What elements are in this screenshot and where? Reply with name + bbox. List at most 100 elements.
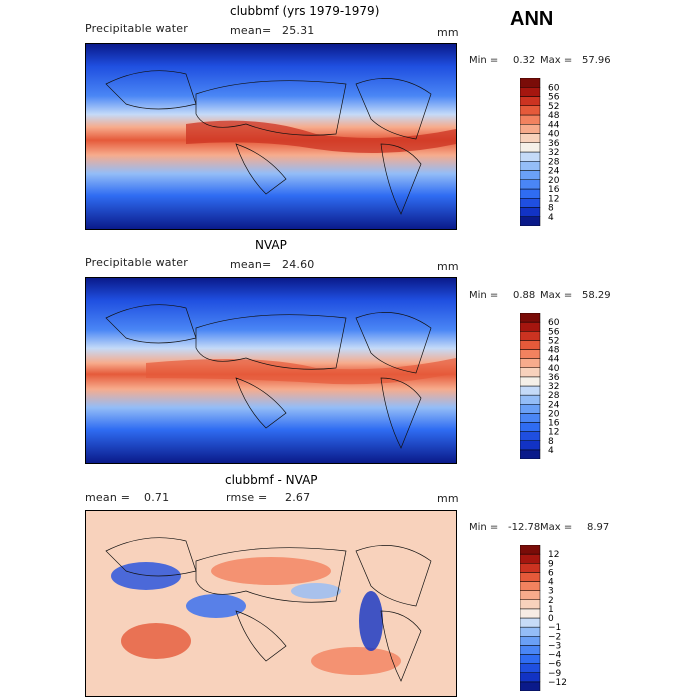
colorbar-tick-label: 60 [548,318,560,328]
colorbar-swatch [519,385,541,396]
colorbar-tick-label: −3 [548,641,561,651]
panel1-mean-value: 25.31 [282,24,315,37]
colorbar-tick-label: 60 [548,83,560,93]
colorbar-swatch [519,563,541,573]
colorbar-tick-label: 48 [548,346,560,356]
colorbar-swatch [519,654,541,664]
panel2-units: mm [437,260,459,273]
colorbar-swatch [519,114,541,125]
colorbar-tick-label: 48 [548,111,560,121]
colorbar-swatch [519,440,541,451]
colorbar-tick-label: 4 [548,213,554,223]
colorbar-swatch [519,179,541,190]
colorbar-swatch [519,413,541,423]
panel1-max-value: 57.96 [582,55,611,66]
colorbar-tick-label: 36 [548,139,560,149]
panel1-max-label: Max = [540,55,573,66]
panel1-min-value: 0.32 [513,55,536,66]
colorbar-tick-label: 20 [548,176,560,186]
colorbar-tick-label: 12 [548,428,559,438]
colorbar-swatch [519,431,541,441]
panel3-title: clubbmf - NVAP [225,473,318,487]
panel2-map [85,277,457,464]
colorbar-swatch [519,636,541,646]
colorbar-swatch [519,581,541,591]
panel1-min-label: Min = [469,55,499,66]
colorbar-swatch [519,663,541,673]
colorbar-tick-label: −9 [548,669,562,679]
colorbar-swatch [519,617,541,628]
panel3-mean-value: 0.71 [144,491,170,504]
colorbar-swatch [519,367,541,378]
colorbar-swatch [519,681,541,692]
colorbar-swatch [519,133,541,143]
colorbar-tick-label: 16 [548,419,560,429]
panel2-min-value: 0.88 [513,290,536,301]
colorbar-tick-label: 9 [548,559,554,569]
colorbar-tick-label: 40 [548,130,560,140]
colorbar-swatch [519,449,541,460]
panel2-max-value: 58.29 [582,290,611,301]
colorbar-swatch [519,105,541,116]
colorbar-swatch [519,321,541,332]
panel2-title: NVAP [255,238,287,252]
panel2-tropical-band [146,358,456,385]
colorbar-swatch [519,216,541,227]
colorbar-tick-label: −4 [548,651,562,661]
season-label: ANN [510,8,554,30]
panel3-units: mm [437,492,459,505]
colorbar-swatch [519,358,541,368]
panel2-coastline-4 [355,312,432,374]
colorbar-tick-label: 56 [548,327,560,337]
panel3-anomaly-5 [186,594,246,618]
colorbar-swatch [519,394,541,405]
colorbar-tick-label: 12 [548,194,559,204]
colorbar-tick-label: 2 [548,596,554,606]
colorbar-swatch [519,161,541,171]
colorbar-swatch [519,376,541,387]
panel3-colorbar: −12 −9 −6 −4 −3 −2 −1 0 1 2 3 4 6 9 12 [519,544,580,692]
colorbar-swatch [519,608,541,619]
panel3-rmse-value: 2.67 [285,491,311,504]
colorbar-swatch [519,207,541,217]
panel2-coastline-2 [195,314,347,370]
panel3-anomaly-7 [291,583,341,599]
colorbar-tick-label: 56 [548,93,560,103]
panel1-coastline-2 [195,80,347,136]
panel2-mean-label: mean= [230,258,272,271]
panel1-coastline-4 [355,78,432,140]
colorbar-swatch [519,312,541,323]
panel3-coastline-2 [195,547,347,603]
panel3-mean-label: mean = [85,491,131,504]
panel1-units: mm [437,26,459,39]
panel2-min-label: Min = [469,290,499,301]
panel2-coastline-3 [235,377,287,429]
panel2-mean-value: 24.60 [282,258,315,271]
panel2-coastline-1 [105,304,197,344]
panel1-coastline-5 [380,143,422,215]
colorbar-swatch [519,544,541,555]
colorbar-tick-label: 1 [548,605,554,615]
colorbar-tick-label: −2 [548,632,561,642]
colorbar-tick-label: −12 [548,678,567,688]
colorbar-tick-label: −1 [548,623,561,633]
colorbar-swatch [519,599,541,610]
colorbar-tick-label: 52 [548,336,559,346]
colorbar-tick-label: 6 [548,568,554,578]
panel3-anomaly-3 [311,647,401,675]
panel1-variable: Precipitable water [85,22,188,35]
colorbar-swatch [519,87,541,97]
colorbar-swatch [519,124,541,134]
colorbar-tick-label: 52 [548,102,559,112]
panel1-title: clubbmf (yrs 1979-1979) [230,4,380,18]
panel3-coastline-3 [235,610,287,662]
colorbar-tick-label: 24 [548,167,560,177]
colorbar-swatch [519,188,541,199]
colorbar-tick-label: 8 [548,437,554,447]
colorbar-swatch [519,151,541,162]
panel3-anomaly-1 [121,623,191,659]
colorbar-swatch [519,142,541,153]
panel2-max-label: Max = [540,290,573,301]
